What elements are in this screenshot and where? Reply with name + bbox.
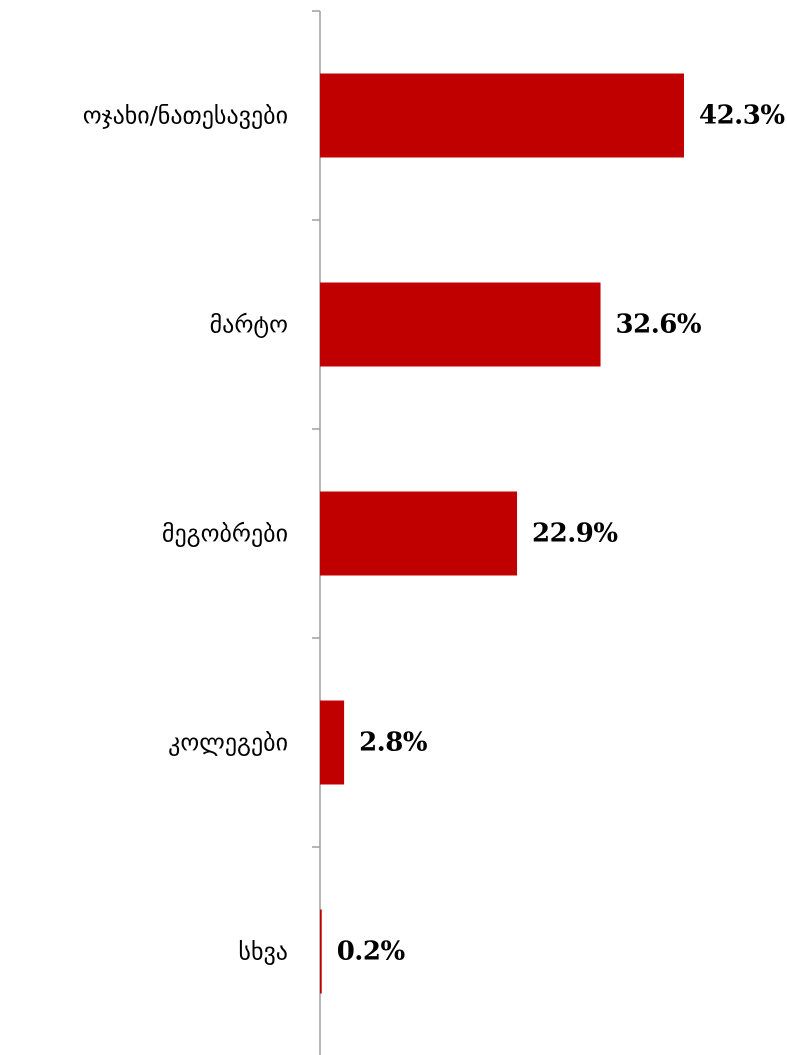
bars <box>320 73 684 994</box>
data-label: 42.3% <box>699 101 785 131</box>
category-label: მარტო <box>210 311 288 339</box>
bar <box>320 73 684 158</box>
category-label: კოლეგები <box>168 729 288 757</box>
value-labels: 42.3% 32.6% 22.9% 2.8% 0.2% <box>337 101 786 967</box>
data-label: 2.8% <box>359 728 428 758</box>
bar <box>320 700 345 785</box>
category-label: მეგობრები <box>162 520 288 548</box>
data-label: 0.2% <box>337 937 406 967</box>
data-label: 22.9% <box>532 519 618 549</box>
category-label: ოჯახი/ნათესავები <box>83 102 288 130</box>
bar <box>320 491 518 576</box>
data-label: 32.6% <box>616 310 702 340</box>
bar <box>320 909 322 994</box>
category-label: სხვა <box>238 938 288 966</box>
category-labels: ოჯახი/ნათესავები მარტო მეგობრები კოლეგები სხ… <box>83 102 288 966</box>
bar <box>320 282 601 367</box>
axis-ticks <box>312 10 320 848</box>
